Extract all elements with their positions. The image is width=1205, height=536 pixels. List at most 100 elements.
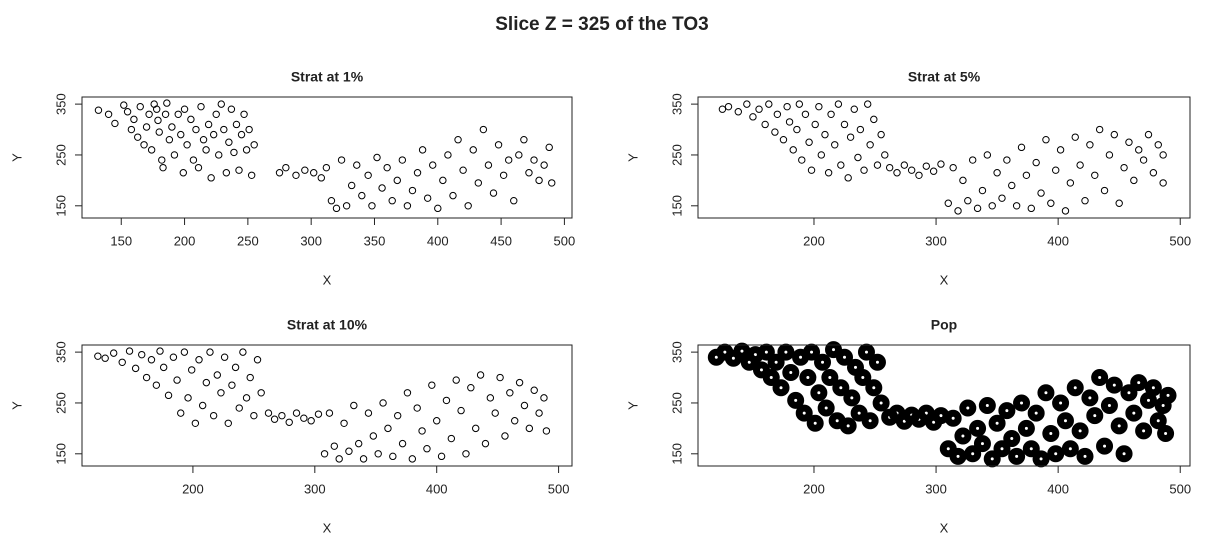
point — [325, 409, 334, 417]
point — [761, 120, 769, 129]
point — [388, 197, 396, 205]
point — [973, 435, 991, 453]
panel: Strat at 1% X Y 150 200 250 300 350 400 450 500 150… — [9, 69, 575, 288]
point — [772, 379, 790, 397]
point — [1071, 133, 1079, 141]
point — [834, 100, 843, 108]
point — [844, 174, 852, 182]
point — [474, 179, 483, 187]
point — [452, 376, 460, 384]
point — [1061, 440, 1079, 458]
point — [145, 110, 153, 118]
point — [104, 110, 113, 118]
point — [423, 194, 432, 202]
point — [964, 197, 972, 205]
point — [123, 108, 132, 116]
point — [795, 100, 804, 108]
point — [807, 166, 816, 174]
point — [285, 418, 293, 426]
x-tick-label: 200 — [174, 233, 196, 248]
point — [127, 125, 136, 134]
point — [900, 161, 909, 169]
point — [183, 141, 191, 149]
point — [944, 199, 952, 207]
point — [484, 161, 493, 169]
point — [510, 197, 518, 205]
point — [877, 130, 885, 139]
x-tick-label: 150 — [110, 233, 132, 248]
point — [136, 102, 144, 111]
point — [253, 356, 262, 364]
point — [799, 369, 817, 387]
figure-title: Slice Z = 325 of the TO3 — [495, 14, 708, 35]
point — [330, 442, 339, 450]
point — [479, 125, 488, 134]
point — [846, 133, 855, 141]
point — [217, 389, 225, 397]
y-tick-label: 250 — [669, 392, 684, 414]
point — [973, 204, 982, 213]
point — [1135, 146, 1143, 154]
point — [130, 115, 138, 124]
point — [164, 391, 173, 400]
point — [959, 399, 977, 417]
point — [207, 174, 215, 182]
point — [1061, 207, 1070, 215]
point — [300, 414, 308, 422]
point — [378, 184, 386, 192]
point — [525, 169, 533, 177]
point — [771, 128, 779, 136]
point — [246, 373, 254, 382]
point — [275, 169, 284, 177]
point — [1037, 384, 1055, 402]
point — [159, 163, 167, 172]
point — [194, 163, 203, 172]
point — [314, 410, 323, 418]
point — [202, 146, 210, 154]
point — [968, 156, 977, 164]
point — [983, 450, 1001, 468]
point — [174, 110, 182, 118]
point — [202, 378, 211, 387]
point — [793, 125, 801, 134]
point — [1076, 161, 1084, 169]
point — [423, 445, 431, 453]
point — [469, 146, 477, 154]
point — [472, 424, 480, 433]
panel-title: Pop — [931, 317, 957, 333]
point — [94, 106, 103, 114]
y-axis-label: Y — [625, 401, 640, 410]
point — [159, 363, 168, 372]
point — [408, 186, 417, 195]
point — [850, 404, 868, 422]
plot-frame — [697, 344, 1191, 467]
point — [142, 123, 151, 131]
point — [937, 160, 945, 168]
point — [765, 100, 773, 108]
point — [811, 120, 819, 129]
point — [789, 146, 797, 154]
point — [350, 401, 358, 410]
y-tick-label: 150 — [53, 195, 68, 217]
point — [954, 427, 972, 445]
point — [542, 427, 551, 435]
point — [969, 419, 987, 437]
point — [1022, 171, 1031, 179]
point — [120, 101, 128, 109]
plot-frame — [81, 344, 573, 467]
point — [1017, 143, 1026, 152]
point — [978, 186, 987, 195]
point — [535, 409, 543, 417]
point — [307, 417, 315, 425]
point — [403, 389, 412, 397]
y-tick-label: 350 — [669, 93, 684, 115]
y-tick-label: 350 — [669, 341, 684, 363]
point — [1008, 447, 1026, 465]
point — [1037, 189, 1045, 197]
point — [111, 119, 119, 128]
y-axis-label: Y — [9, 401, 24, 410]
point — [515, 151, 523, 159]
points — [94, 347, 551, 463]
point — [134, 133, 142, 141]
point — [94, 352, 102, 360]
